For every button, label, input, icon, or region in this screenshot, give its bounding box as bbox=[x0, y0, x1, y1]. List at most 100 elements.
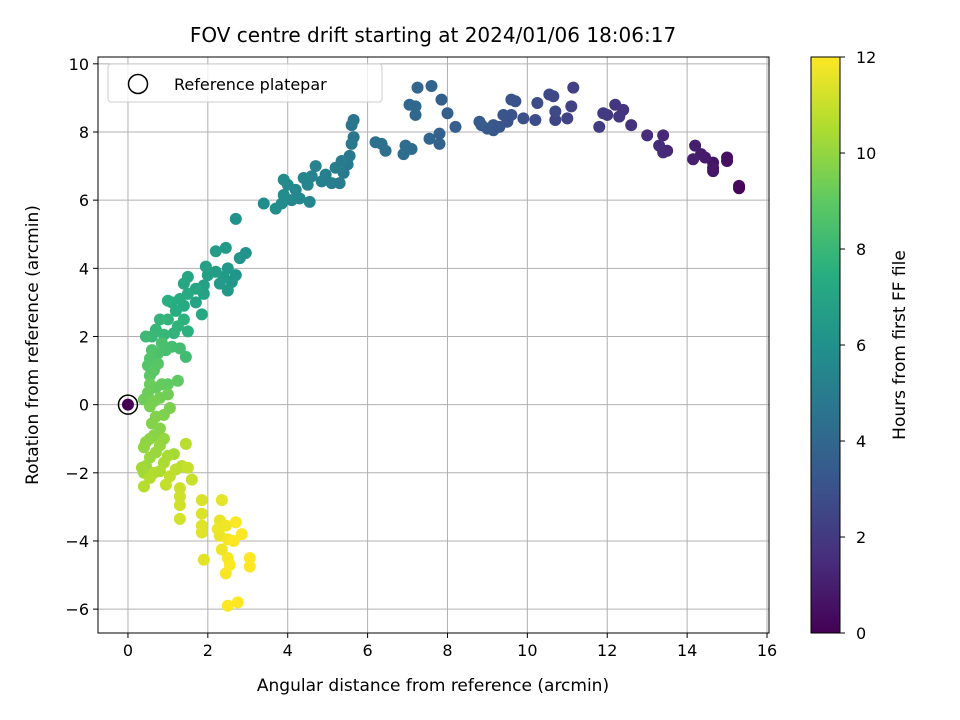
data-point bbox=[497, 108, 510, 121]
x-axis-ticks: 0 2 4 6 8 10 12 14 16 bbox=[123, 633, 777, 660]
data-point bbox=[199, 260, 212, 273]
data-point bbox=[567, 81, 580, 94]
data-point bbox=[167, 327, 180, 340]
data-point bbox=[657, 129, 670, 142]
data-point bbox=[219, 241, 232, 254]
data-point bbox=[161, 294, 174, 307]
data-point bbox=[195, 494, 208, 507]
colorbar-tick-label: 8 bbox=[856, 240, 866, 259]
data-point bbox=[707, 161, 720, 174]
y-axis-ticks: −6 −4 −2 0 2 4 6 8 10 bbox=[65, 55, 98, 619]
data-point bbox=[721, 154, 734, 167]
colorbar-tick-label: 10 bbox=[856, 144, 876, 163]
y-tick-label: 6 bbox=[79, 191, 89, 210]
x-tick-label: 12 bbox=[597, 641, 617, 660]
data-point bbox=[505, 93, 518, 106]
data-point bbox=[315, 175, 328, 188]
y-tick-label: 0 bbox=[79, 396, 89, 415]
data-point bbox=[243, 560, 256, 573]
colorbar-gradient bbox=[810, 56, 841, 634]
data-point bbox=[325, 177, 338, 190]
x-axis-label: Angular distance from reference (arcmin) bbox=[257, 676, 609, 696]
data-point bbox=[181, 325, 194, 338]
data-point bbox=[197, 553, 210, 566]
data-point bbox=[173, 482, 186, 495]
x-tick-label: 10 bbox=[517, 641, 537, 660]
colorbar-tick-label: 0 bbox=[856, 624, 866, 643]
data-point bbox=[689, 139, 702, 152]
data-point bbox=[397, 148, 410, 161]
data-point bbox=[597, 107, 610, 120]
data-point bbox=[549, 114, 562, 127]
data-point bbox=[153, 313, 166, 326]
x-tick-label: 14 bbox=[677, 641, 697, 660]
data-point bbox=[213, 277, 226, 290]
data-point bbox=[195, 507, 208, 520]
colorbar-ticks: 0 2 4 6 8 10 12 bbox=[840, 48, 876, 643]
data-point bbox=[135, 461, 148, 474]
data-point bbox=[195, 308, 208, 321]
data-point bbox=[215, 543, 228, 556]
data-point bbox=[303, 195, 316, 208]
data-point bbox=[641, 129, 654, 142]
data-point bbox=[441, 107, 454, 120]
x-tick-label: 0 bbox=[123, 641, 133, 660]
data-point bbox=[227, 534, 240, 547]
x-tick-label: 4 bbox=[283, 641, 293, 660]
data-point bbox=[221, 599, 234, 612]
data-point bbox=[609, 98, 622, 111]
data-point bbox=[565, 100, 578, 113]
data-point bbox=[185, 473, 198, 486]
data-point bbox=[549, 105, 562, 118]
data-point bbox=[179, 437, 192, 450]
y-axis-label: Rotation from reference (arcmin) bbox=[23, 205, 43, 485]
data-point bbox=[531, 97, 544, 110]
data-point bbox=[231, 596, 244, 609]
data-point bbox=[297, 171, 310, 184]
data-point bbox=[277, 173, 290, 186]
y-tick-label: 8 bbox=[79, 123, 89, 142]
data-point bbox=[195, 526, 208, 539]
plot-frame bbox=[97, 56, 770, 634]
data-point bbox=[687, 153, 700, 166]
data-point bbox=[561, 112, 574, 125]
data-point bbox=[449, 120, 462, 133]
data-point bbox=[211, 523, 224, 536]
data-point bbox=[155, 337, 168, 350]
y-tick-label: 4 bbox=[79, 259, 89, 278]
x-tick-label: 16 bbox=[757, 641, 777, 660]
y-tick-label: −2 bbox=[65, 464, 89, 483]
chart-title: FOV centre drift starting at 2024/01/06 … bbox=[190, 23, 676, 47]
data-point bbox=[409, 108, 422, 121]
data-point bbox=[139, 330, 152, 343]
data-point bbox=[733, 179, 746, 192]
legend-marker-icon bbox=[127, 73, 149, 95]
data-point bbox=[137, 480, 150, 493]
data-point bbox=[369, 136, 382, 149]
data-point bbox=[425, 79, 438, 92]
data-point bbox=[625, 119, 638, 132]
y-tick-label: −6 bbox=[65, 600, 89, 619]
data-point bbox=[173, 490, 186, 503]
colorbar-label: Hours from first FF file bbox=[890, 250, 910, 440]
data-point bbox=[613, 110, 626, 123]
data-point bbox=[143, 400, 156, 413]
data-point bbox=[137, 441, 150, 454]
legend: Reference platepar bbox=[107, 63, 383, 103]
y-tick-label: 2 bbox=[79, 327, 89, 346]
data-point bbox=[329, 161, 342, 174]
data-point bbox=[171, 374, 184, 387]
colorbar-tick-label: 4 bbox=[856, 432, 866, 451]
data-point bbox=[269, 202, 282, 215]
data-point bbox=[433, 127, 446, 140]
data-point bbox=[433, 137, 446, 150]
data-point bbox=[143, 369, 156, 382]
legend-box bbox=[107, 63, 383, 103]
data-point bbox=[345, 119, 358, 132]
data-point bbox=[543, 88, 556, 101]
x-tick-label: 8 bbox=[442, 641, 452, 660]
data-point bbox=[159, 478, 172, 491]
colorbar-tick-label: 12 bbox=[856, 48, 876, 67]
data-point bbox=[435, 93, 448, 106]
